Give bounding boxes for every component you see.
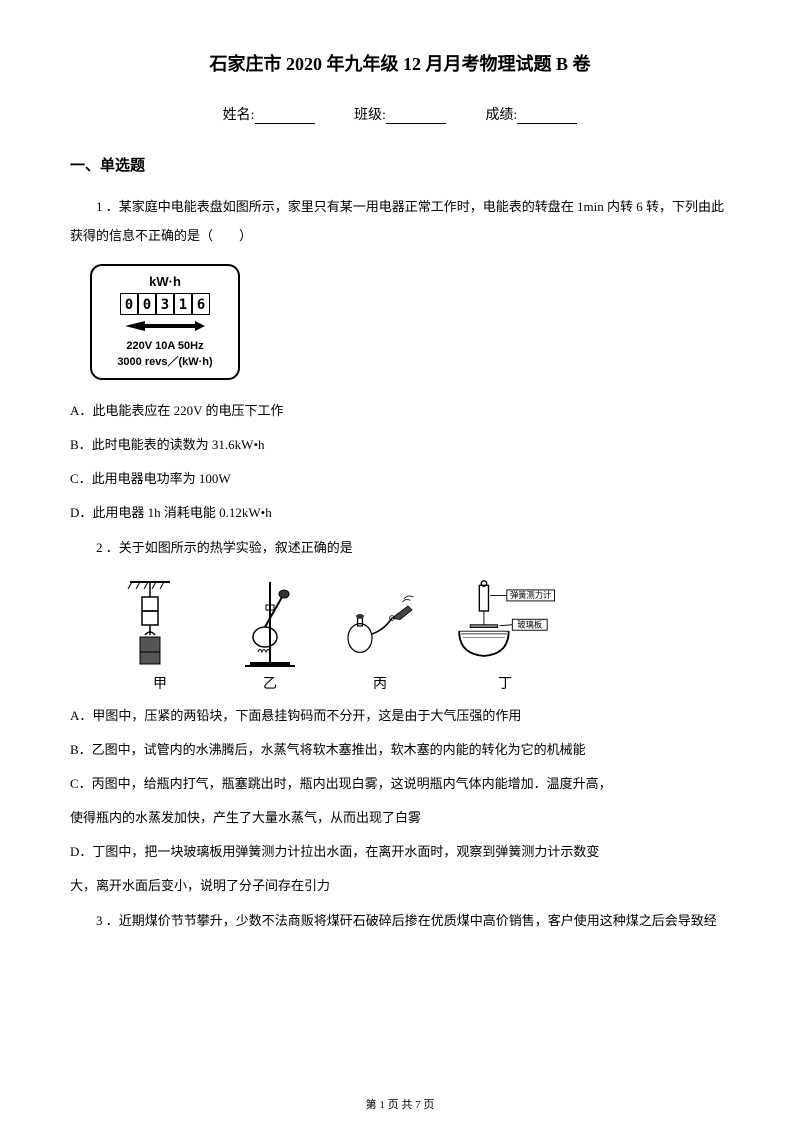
q1-option-b: B．此时电能表的读数为 31.6kW•h xyxy=(70,432,730,458)
meter-digit-4: 6 xyxy=(192,293,210,315)
name-label: 姓名: xyxy=(223,108,255,123)
q2-option-d: D．丁图中，把一块玻璃板用弹簧测力计拉出水面，在离开水面时，观察到弹簧测力计示数… xyxy=(70,839,730,865)
q1-text: 1 ．某家庭中电能表盘如图所示，家里只有某一用电器正常工作时，电能表的转盘在 1… xyxy=(70,193,730,250)
diagram-jia-svg xyxy=(120,577,200,667)
class-label: 班级: xyxy=(354,108,386,123)
meter-digit-0: 0 xyxy=(120,293,138,315)
q1-option-c: C．此用电器电功率为 100W xyxy=(70,466,730,492)
q2-option-b: B．乙图中，试管内的水沸腾后，水蒸气将软木塞推出，软木塞的内能的转化为它的机械能 xyxy=(70,737,730,763)
q2-text: 2 ．关于如图所示的热学实验，叙述正确的是 xyxy=(70,534,730,563)
form-line: 姓名: 班级: 成绩: xyxy=(70,104,730,124)
page-title: 石家庄市 2020 年九年级 12 月月考物理试题 B 卷 xyxy=(70,50,730,76)
diagram-bing-svg xyxy=(340,577,420,667)
diagram-bing: 丙 xyxy=(340,577,420,693)
meter-arrow-icon xyxy=(102,319,228,335)
svg-text:玻璃板: 玻璃板 xyxy=(517,619,542,629)
q2-option-d2: 大，离开水面后变小，说明了分子间存在引力 xyxy=(70,873,730,899)
page-footer: 第 1 页 共 7 页 xyxy=(0,1096,800,1112)
meter-spec-1: 220V 10A 50Hz xyxy=(102,339,228,354)
diagram-ding-svg: 弹簧测力计 玻璃板 xyxy=(450,577,560,667)
diagram-jia-label: 甲 xyxy=(153,673,167,693)
class-blank xyxy=(386,110,446,124)
diagram-ding: 弹簧测力计 玻璃板 丁 xyxy=(450,577,560,693)
q2-option-c2: 使得瓶内的水蒸发加快，产生了大量水蒸气，从而出现了白雾 xyxy=(70,805,730,831)
diagram-yi: 乙 xyxy=(230,577,310,693)
meter-digits: 0 0 3 1 6 xyxy=(102,293,228,315)
section-header: 一、单选题 xyxy=(70,154,730,175)
q3-text: 3 ．近期煤价节节攀升，少数不法商贩将煤矸石破碎后掺在优质煤中高价销售，客户使用… xyxy=(70,907,730,936)
meter-unit: kW·h xyxy=(102,274,228,289)
svg-text:弹簧测力计: 弹簧测力计 xyxy=(510,590,551,600)
diagram-yi-label: 乙 xyxy=(263,673,277,693)
score-label: 成绩: xyxy=(485,108,517,123)
meter-diagram: kW·h 0 0 3 1 6 220V 10A 50Hz 3000 revs／(… xyxy=(90,264,240,380)
meter-digit-1: 0 xyxy=(138,293,156,315)
q2-option-c: C．丙图中，给瓶内打气，瓶塞跳出时，瓶内出现白雾，这说明瓶内气体内能增加．温度升… xyxy=(70,771,730,797)
meter-digit-3: 1 xyxy=(174,293,192,315)
q2-diagram-row: 甲 乙 丙 xyxy=(120,577,730,693)
meter-spec-2: 3000 revs／(kW·h) xyxy=(102,355,228,370)
diagram-jia: 甲 xyxy=(120,577,200,693)
meter-digit-2: 3 xyxy=(156,293,174,315)
score-blank xyxy=(517,110,577,124)
q1-option-d: D．此用电器 1h 消耗电能 0.12kW•h xyxy=(70,500,730,526)
name-blank xyxy=(255,110,315,124)
q2-option-a: A．甲图中，压紧的两铅块，下面悬挂钩码而不分开，这是由于大气压强的作用 xyxy=(70,703,730,729)
diagram-ding-label: 丁 xyxy=(498,673,512,693)
q1-option-a: A．此电能表应在 220V 的电压下工作 xyxy=(70,398,730,424)
diagram-yi-svg xyxy=(230,577,310,667)
diagram-bing-label: 丙 xyxy=(373,673,387,693)
